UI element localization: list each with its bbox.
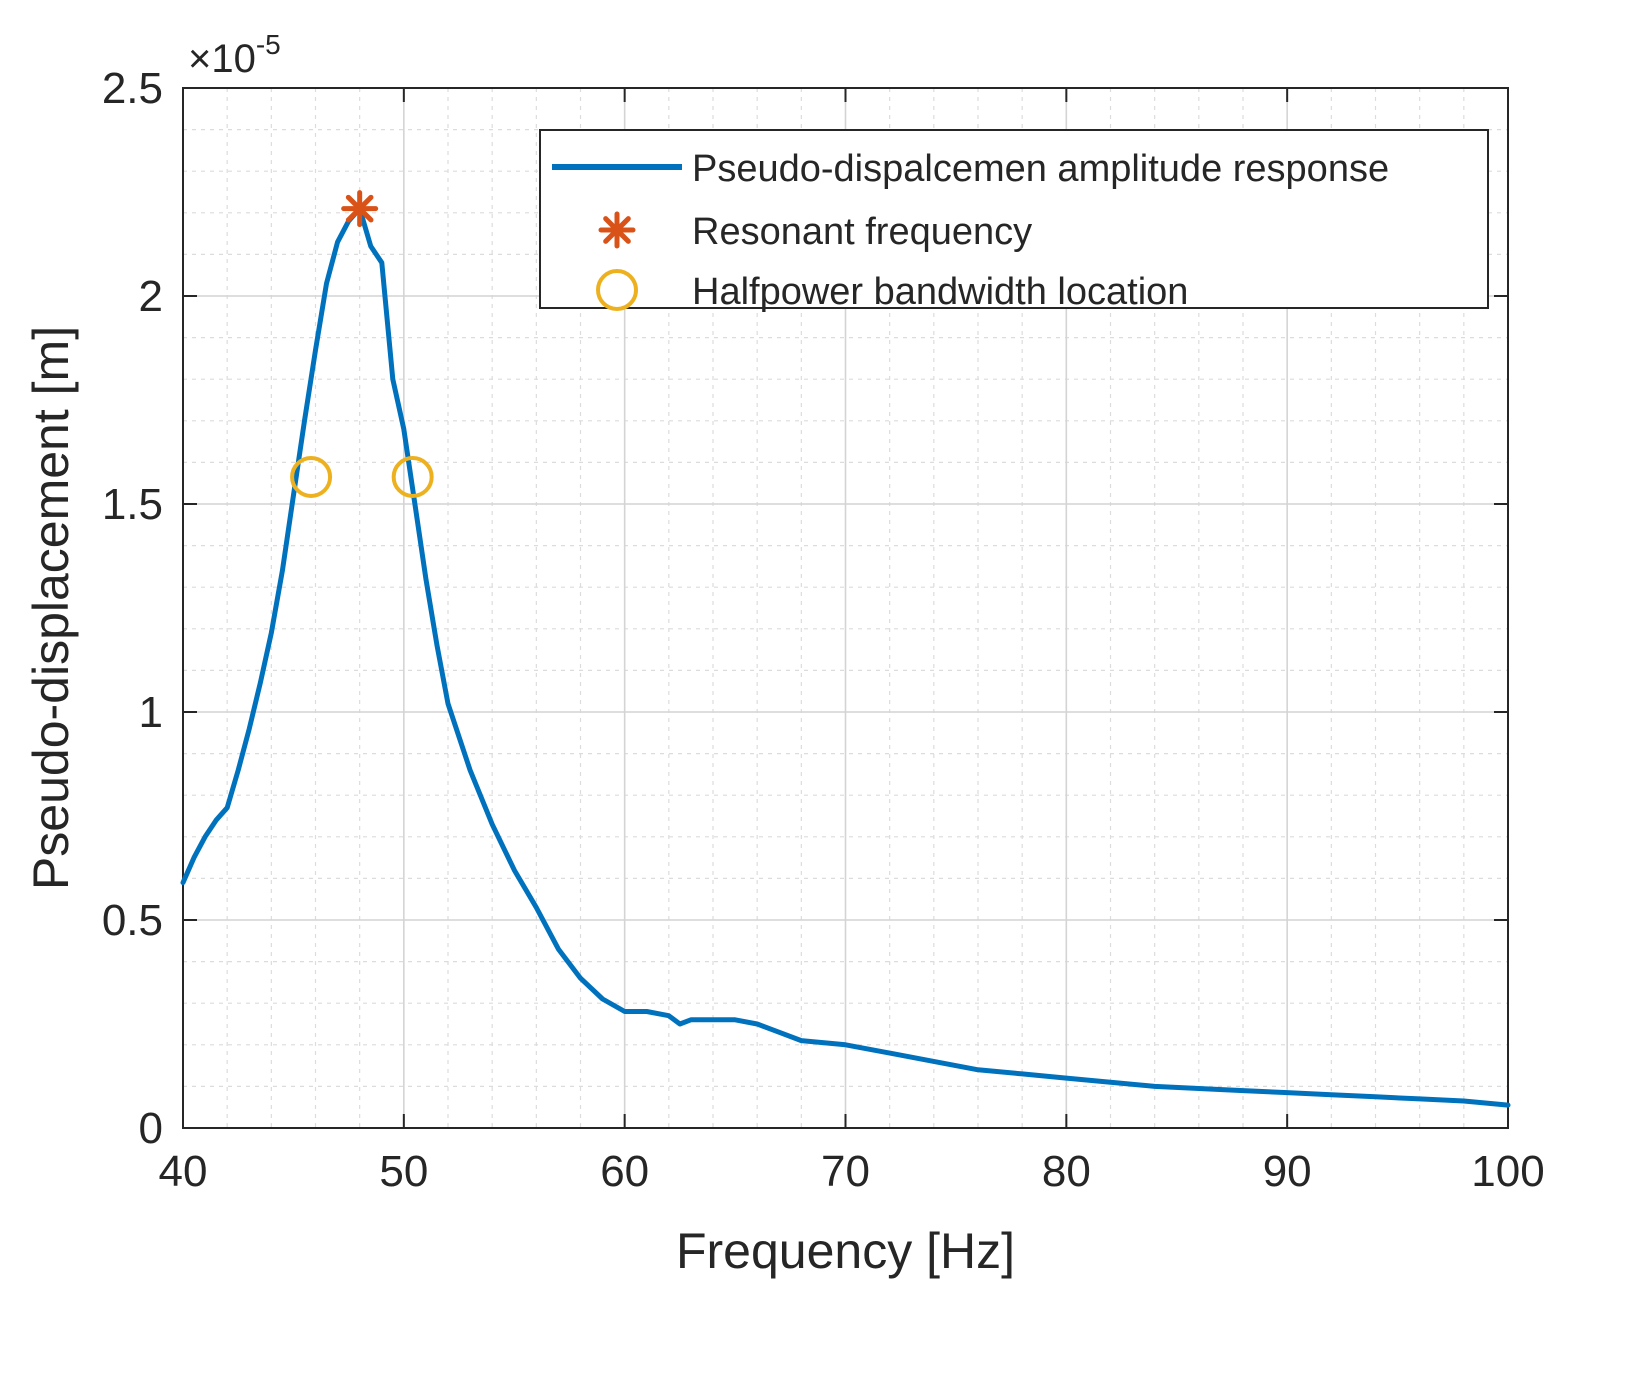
series-layer	[180, 190, 1511, 1108]
y-tick-labels: 0 0.5 1 1.5 2 2.5	[102, 64, 163, 1153]
legend-star-mark	[598, 211, 636, 249]
y-tick-label: 0	[139, 1104, 163, 1153]
response-line	[180, 206, 1511, 1108]
x-tick-labels: 40 50 60 70 80 90 100	[159, 1147, 1545, 1196]
axis-ticks	[182, 87, 1509, 1129]
y-exponent-label: ×10-5	[188, 29, 281, 81]
y-tick-label: 1	[139, 688, 163, 737]
x-axis-label: Frequency [Hz]	[676, 1223, 1015, 1279]
legend-box	[539, 129, 1489, 309]
x-tick-label: 40	[159, 1147, 208, 1196]
legend-star-swatch	[598, 211, 636, 249]
legend-label-halfpower: Halfpower bandwidth location	[692, 271, 1188, 313]
halfpower-marker	[391, 455, 434, 498]
x-tick-label: 80	[1042, 1147, 1091, 1196]
x-tick-label: 100	[1471, 1147, 1544, 1196]
legend-label-resonance: Resonant frequency	[692, 211, 1032, 253]
x-tick-label: 90	[1263, 1147, 1312, 1196]
y-tick-label: 2.5	[102, 64, 163, 113]
x-tick-label: 70	[821, 1147, 870, 1196]
halfpower-marker	[290, 455, 333, 498]
x-tick-label: 50	[379, 1147, 428, 1196]
x-tick-label: 60	[600, 1147, 649, 1196]
legend-label-response: Pseudo-dispalcemen amplitude response	[692, 148, 1389, 190]
legend-circle-swatch	[596, 269, 638, 311]
y-tick-label: 0.5	[102, 896, 163, 945]
y-axis-label: Pseudo-displacement [m]	[23, 326, 79, 890]
y-tick-label: 1.5	[102, 480, 163, 529]
resonance-marker	[341, 190, 379, 228]
legend: Pseudo-dispalcemen amplitude response Re…	[539, 129, 1489, 313]
y-tick-label: 2	[139, 272, 163, 321]
